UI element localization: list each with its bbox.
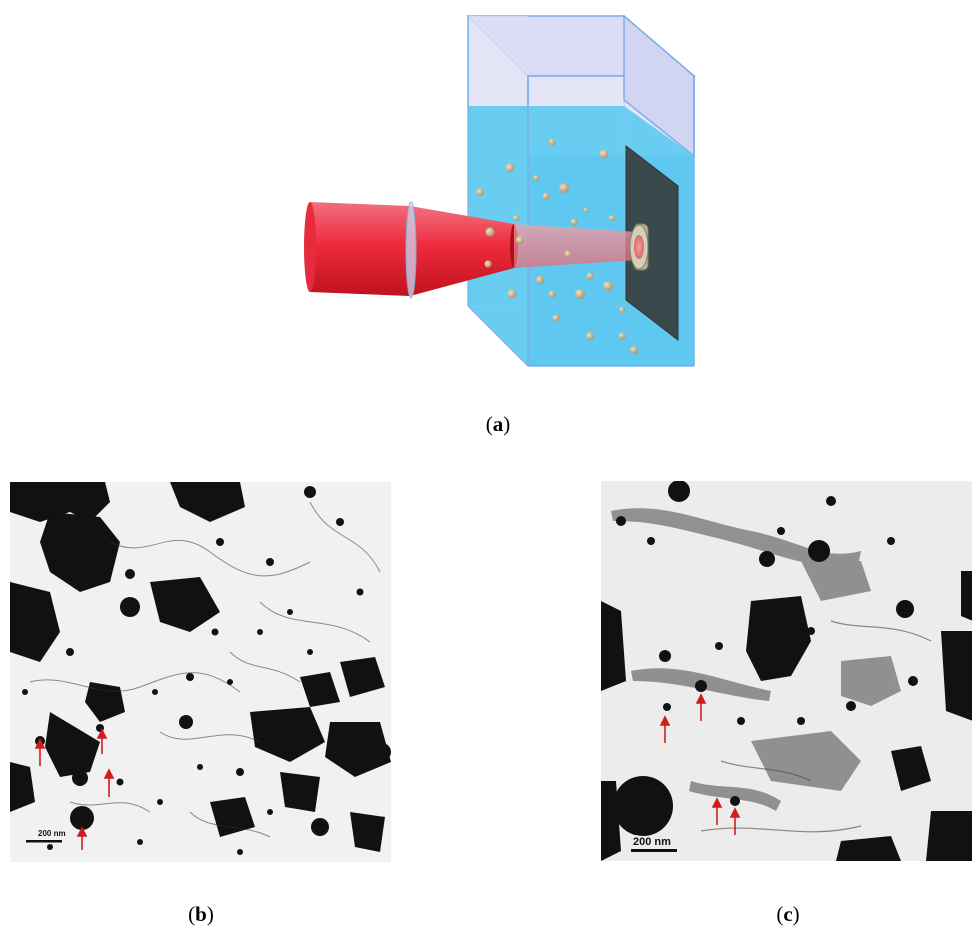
filament-network — [700, 620, 932, 833]
nanoparticles — [476, 138, 638, 354]
tem-image-c: 200 nm — [601, 481, 972, 861]
lens-icon — [405, 201, 417, 299]
caption-a: (a) — [485, 412, 511, 436]
red-arrows — [34, 728, 115, 850]
scale-bar-c — [631, 849, 677, 852]
spherical-particles — [613, 481, 918, 836]
caption-b: (b) — [188, 902, 214, 926]
laser-beam-icon — [304, 202, 638, 296]
red-arrows — [659, 693, 741, 835]
caption-c: (c) — [776, 902, 800, 926]
spherical-particles — [22, 486, 391, 855]
scale-bar-label-b: 200 nm — [38, 829, 66, 838]
scale-bar-b — [26, 840, 62, 843]
tem-image-b: 200 nm — [10, 482, 391, 862]
ablation-spot — [629, 223, 649, 271]
agglomerates — [601, 571, 972, 861]
scale-bar-label-c: 200 nm — [633, 836, 671, 848]
filament-network — [29, 501, 381, 838]
ablation-schematic — [304, 14, 697, 367]
